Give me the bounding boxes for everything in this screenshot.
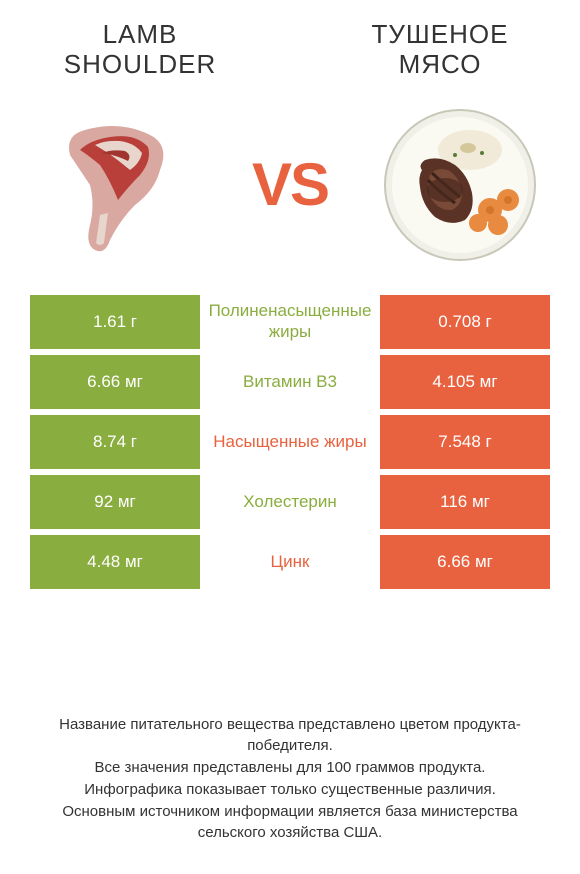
footer-line: Название питательного вещества представл… — [30, 714, 550, 758]
nutrient-label: Насыщенные жиры — [200, 415, 380, 469]
stewed-meat-image — [380, 105, 540, 265]
comparison-table: 1.61 г Полиненасыщенные жиры 0.708 г 6.6… — [30, 295, 550, 589]
footer-line: Все значения представлены для 100 граммо… — [30, 757, 550, 779]
right-value: 0.708 г — [380, 295, 550, 349]
left-value: 6.66 мг — [30, 355, 200, 409]
images-row: VS — [30, 95, 550, 295]
table-row: 6.66 мг Витамин B3 4.105 мг — [30, 355, 550, 409]
left-value: 8.74 г — [30, 415, 200, 469]
table-row: 8.74 г Насыщенные жиры 7.548 г — [30, 415, 550, 469]
right-value: 6.66 мг — [380, 535, 550, 589]
table-row: 4.48 мг Цинк 6.66 мг — [30, 535, 550, 589]
header: LAMB SHOULDER ТУШЕНОЕ МЯСО — [30, 20, 550, 95]
footer-line: Инфографика показывает только существенн… — [30, 779, 550, 801]
left-title: LAMB SHOULDER — [40, 20, 240, 80]
right-value: 116 мг — [380, 475, 550, 529]
left-value: 1.61 г — [30, 295, 200, 349]
nutrient-label: Полиненасыщенные жиры — [200, 295, 380, 349]
nutrient-label: Витамин B3 — [200, 355, 380, 409]
footer-line: Основным источником информации является … — [30, 801, 550, 845]
vs-label: VS — [252, 150, 328, 219]
right-title: ТУШЕНОЕ МЯСО — [340, 20, 540, 80]
left-value: 4.48 мг — [30, 535, 200, 589]
left-value: 92 мг — [30, 475, 200, 529]
table-row: 1.61 г Полиненасыщенные жиры 0.708 г — [30, 295, 550, 349]
lamb-shoulder-image — [40, 105, 200, 265]
table-row: 92 мг Холестерин 116 мг — [30, 475, 550, 529]
nutrient-label: Цинк — [200, 535, 380, 589]
right-value: 4.105 мг — [380, 355, 550, 409]
right-value: 7.548 г — [380, 415, 550, 469]
nutrient-label: Холестерин — [200, 475, 380, 529]
footer-notes: Название питательного вещества представл… — [30, 694, 550, 855]
infographic-container: LAMB SHOULDER ТУШЕНОЕ МЯСО VS — [0, 0, 580, 874]
